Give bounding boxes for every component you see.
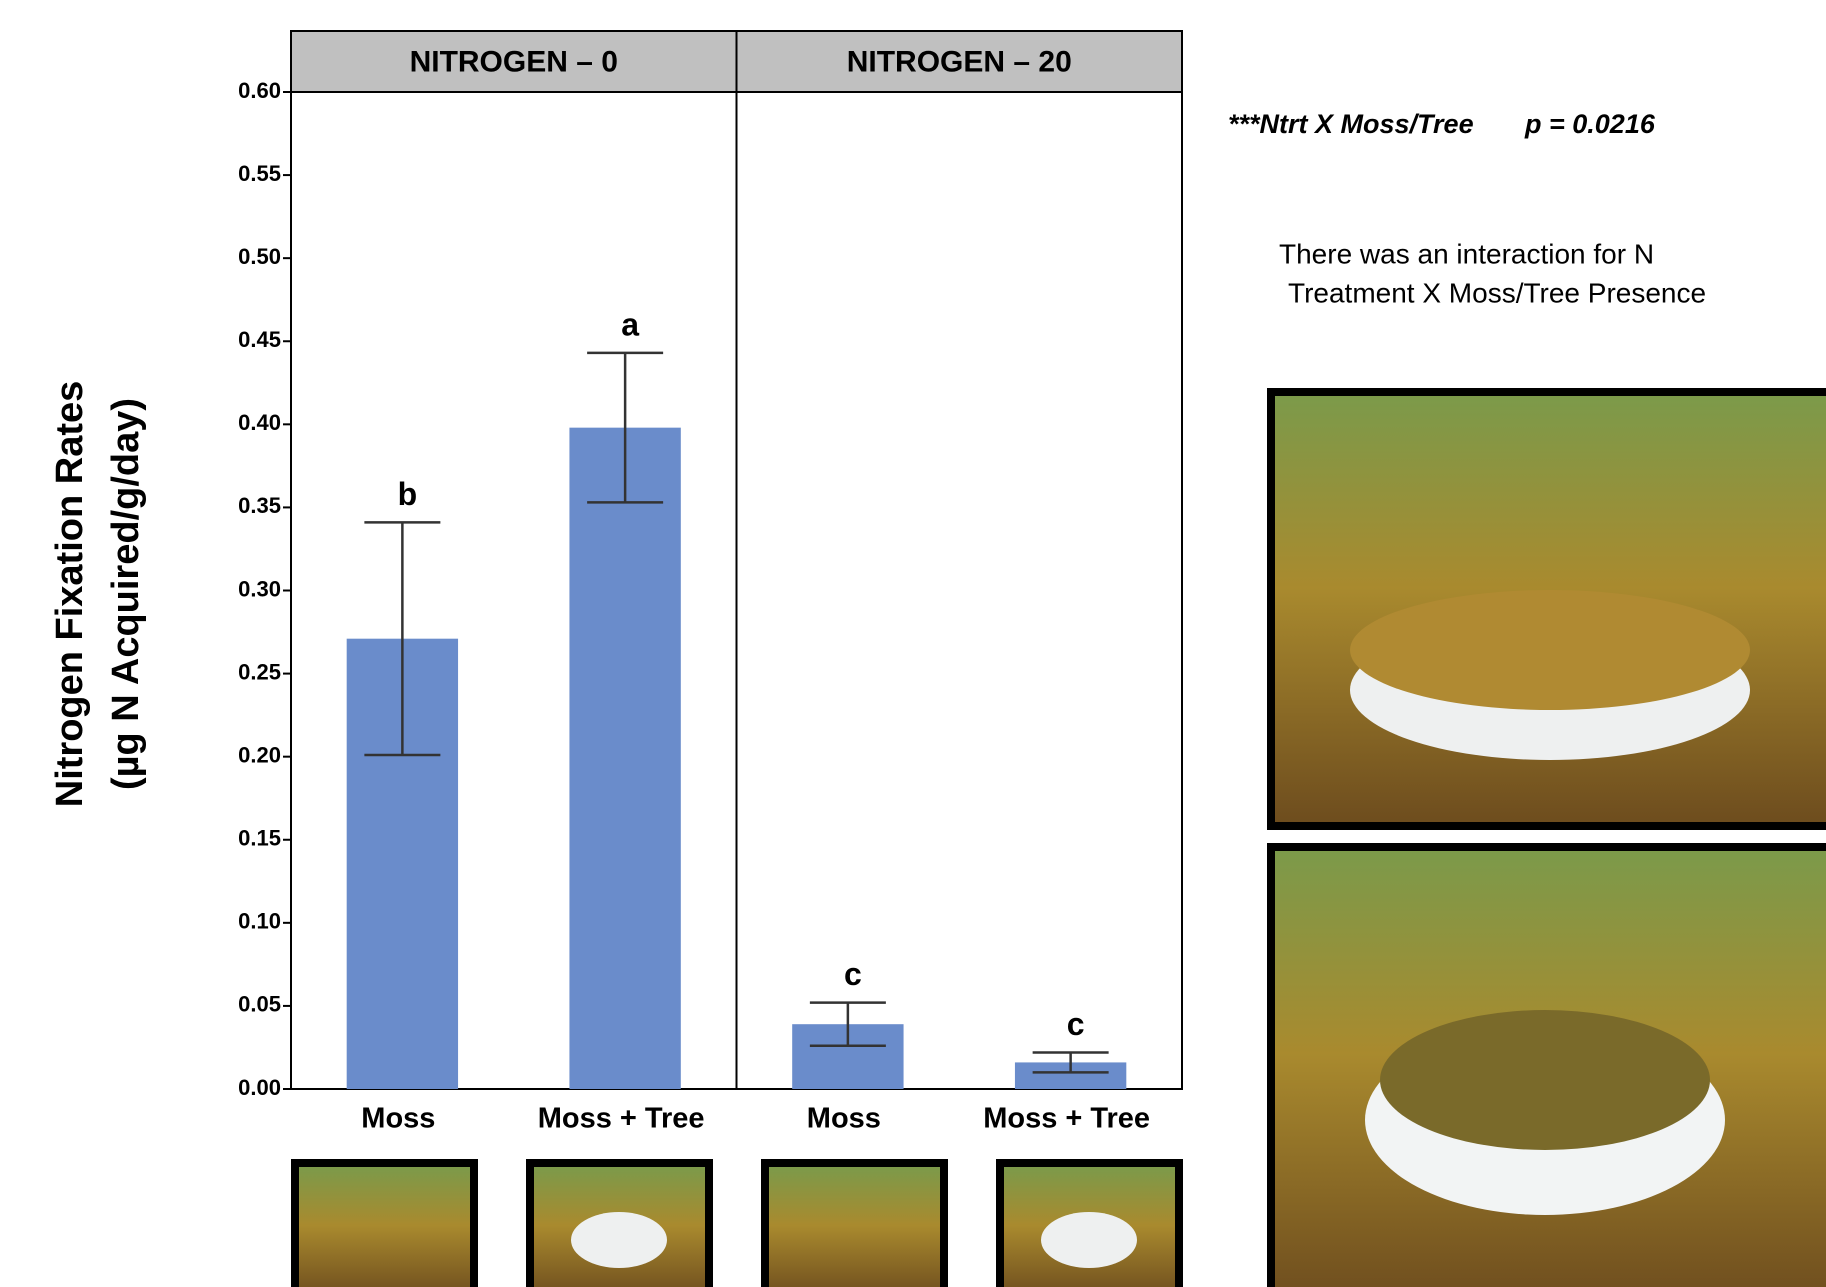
y-tick-label: 0.15 [238, 826, 281, 851]
y-tick-label: 0.30 [238, 576, 281, 601]
y-tick-label: 0.40 [238, 410, 281, 435]
x-tick-label: Moss + Tree [983, 1103, 1150, 1135]
photo-moss [1350, 590, 1750, 710]
y-tick-label: 0.55 [238, 161, 281, 186]
y-tick-label: 0.10 [238, 909, 281, 934]
annotation: ***Ntrt X Moss/Tree [1228, 109, 1474, 139]
significance-letter: a [621, 306, 639, 342]
photo-moss [1380, 1010, 1710, 1150]
y-tick-label: 0.45 [238, 327, 281, 352]
y-tick-label: 0.60 [238, 78, 281, 103]
y-tick-label: 0.00 [238, 1075, 281, 1100]
significance-letter: b [398, 476, 418, 512]
note: There was an interaction for N [1279, 238, 1654, 269]
panel-title: NITROGEN – 0 [410, 45, 618, 78]
y-tick-label: 0.20 [238, 742, 281, 767]
y-tick-label: 0.25 [238, 659, 281, 684]
thumbnail [769, 1167, 940, 1287]
y-tick-label: 0.50 [238, 244, 281, 269]
significance-letter: c [1067, 1006, 1085, 1042]
note: Treatment X Moss/Tree Presence [1288, 277, 1706, 308]
chart: ***Ntrt X Moss/Tree p = 0.0216 There was… [0, 0, 1826, 1287]
x-tick-label: Moss [807, 1103, 881, 1135]
panel-frame [737, 92, 1183, 1089]
x-tick-label: Moss [361, 1103, 435, 1135]
thumbnail [299, 1167, 470, 1287]
y-axis-label: (µg N Acquired/g/day) [105, 398, 147, 790]
annotation: p = 0.0216 [1524, 109, 1656, 139]
panel-title: NITROGEN – 20 [847, 45, 1072, 78]
y-axis-label: Nitrogen Fixation Rates [49, 381, 91, 808]
thumbnail-ring [1041, 1212, 1137, 1268]
significance-letter: c [844, 956, 862, 992]
thumbnail-ring [571, 1212, 667, 1268]
bar [569, 428, 680, 1089]
y-tick-label: 0.35 [238, 493, 281, 518]
x-tick-label: Moss + Tree [538, 1103, 705, 1135]
y-tick-label: 0.05 [238, 992, 281, 1017]
